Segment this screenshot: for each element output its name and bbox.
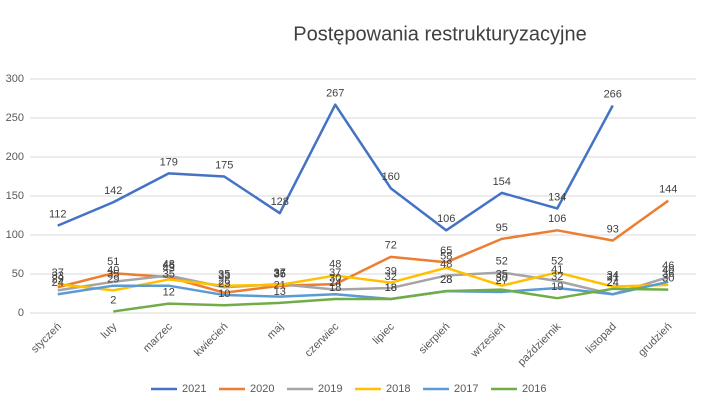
data-label: 24 (329, 277, 341, 289)
y-tick-label: 0 (18, 307, 24, 319)
data-label: 179 (160, 156, 178, 168)
data-label: 65 (440, 245, 452, 257)
data-label: 48 (440, 258, 452, 270)
y-tick-label: 150 (6, 190, 24, 202)
data-label: 128 (271, 196, 289, 208)
legend-label: 2021 (182, 383, 206, 395)
data-label: 29 (107, 273, 119, 285)
data-label: 12 (163, 287, 175, 299)
data-label: 30 (662, 273, 674, 285)
y-tick-label: 250 (6, 112, 24, 124)
legend-label: 2019 (318, 383, 342, 395)
data-label: 2 (110, 294, 116, 306)
legend-label: 2020 (250, 383, 274, 395)
data-label: 19 (551, 281, 563, 293)
y-tick-label: 200 (6, 151, 24, 163)
y-tick-label: 100 (6, 229, 24, 241)
data-label: 28 (440, 274, 452, 286)
data-label: 18 (329, 282, 341, 294)
data-label: 52 (551, 255, 563, 267)
data-label: 40 (107, 265, 119, 277)
data-label: 33 (52, 270, 64, 282)
data-label: 46 (163, 260, 175, 272)
data-label: 37 (274, 267, 286, 279)
data-label: 39 (385, 265, 397, 277)
data-label: 72 (385, 240, 397, 252)
data-label: 34 (607, 269, 619, 281)
data-label: 36 (662, 268, 674, 280)
series-line (113, 287, 669, 313)
data-label: 160 (382, 171, 400, 183)
y-tick-label: 300 (6, 73, 24, 85)
data-label: 28 (440, 274, 452, 286)
data-label: 37 (52, 267, 64, 279)
data-label: 23 (218, 278, 230, 290)
data-label: 24 (607, 277, 619, 289)
data-label: 40 (662, 265, 674, 277)
data-label: 35 (218, 269, 230, 281)
legend-label: 2018 (386, 383, 410, 395)
y-tick-label: 50 (12, 268, 24, 280)
data-label: 27 (496, 275, 508, 287)
data-label: 106 (437, 213, 455, 225)
data-label: 175 (215, 159, 233, 171)
data-label: 32 (551, 271, 563, 283)
data-label: 30 (496, 273, 508, 285)
data-label: 35 (274, 269, 286, 281)
data-label: 33 (218, 270, 230, 282)
data-label: 52 (496, 255, 508, 267)
data-label: 134 (548, 191, 566, 203)
data-label: 18 (385, 282, 397, 294)
data-label: 93 (607, 223, 619, 235)
data-label: 112 (49, 209, 67, 221)
data-label: 144 (659, 184, 677, 196)
data-label: 106 (548, 213, 566, 225)
data-label: 35 (163, 269, 175, 281)
data-label: 32 (385, 271, 397, 283)
chart-title: Postępowania restrukturyzacyjne (293, 23, 586, 45)
data-label: 58 (440, 251, 452, 263)
data-label: 43 (163, 262, 175, 274)
series-line (57, 103, 614, 232)
data-label: 46 (662, 260, 674, 272)
data-label: 26 (218, 276, 230, 288)
data-label: 48 (329, 258, 341, 270)
data-label: 48 (163, 258, 175, 270)
series-line (57, 280, 669, 301)
legend-label: 2017 (454, 383, 478, 395)
data-label: 35 (496, 269, 508, 281)
data-label: 31 (607, 272, 619, 284)
data-label: 95 (496, 222, 508, 234)
data-label: 21 (274, 280, 286, 292)
data-label: 37 (329, 267, 341, 279)
data-label: 35 (107, 269, 119, 281)
data-label: 266 (604, 88, 622, 100)
series-line (57, 271, 669, 296)
data-label: 41 (551, 264, 563, 276)
data-label: 51 (107, 256, 119, 268)
data-label: 267 (326, 88, 344, 100)
legend-label: 2016 (522, 383, 546, 395)
data-label: 24 (607, 277, 619, 289)
data-label: 13 (274, 286, 286, 298)
data-label: 10 (218, 288, 230, 300)
data-label: 24 (52, 277, 64, 289)
data-label: 36 (274, 268, 286, 280)
data-label: 29 (52, 273, 64, 285)
series-line (57, 266, 669, 292)
data-label: 30 (329, 273, 341, 285)
data-label: 154 (493, 176, 511, 188)
data-label: 142 (104, 185, 122, 197)
data-label: 18 (385, 282, 397, 294)
